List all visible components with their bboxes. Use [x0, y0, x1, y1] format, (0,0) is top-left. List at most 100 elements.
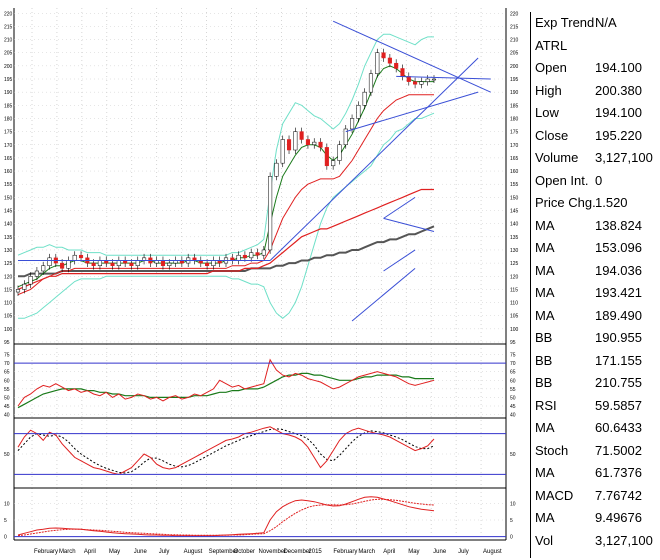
- data-row-label: MA: [535, 217, 555, 233]
- x-tick-label: May: [408, 549, 419, 555]
- y-tick-label-left: 95: [4, 340, 10, 346]
- chart-canvas: February March April May June July August Septe…: [4, 8, 519, 555]
- price-candle: [41, 265, 46, 272]
- price-candle: [135, 260, 140, 266]
- data-row: Open Int. 0: [535, 170, 659, 193]
- price-candle: [34, 270, 39, 277]
- x-tick-label: July: [458, 549, 469, 555]
- price-candle: [211, 260, 216, 266]
- data-row-label: MA: [535, 510, 555, 525]
- y-tick-label-left: 105: [4, 314, 13, 320]
- y-tick-label-left: 75: [4, 353, 10, 359]
- price-candle: [129, 262, 134, 266]
- price-candle: [205, 262, 210, 266]
- data-row-value: 9.49676: [595, 510, 642, 525]
- data-row: High 200.380: [535, 80, 659, 103]
- y-tick-label-right: 215: [510, 24, 519, 30]
- macd-line: [17, 496, 435, 537]
- data-row: Close 195.220: [535, 125, 659, 148]
- data-row-label: ATRL: [535, 37, 568, 53]
- x-tick-label: 2015: [308, 549, 322, 555]
- data-row: MA 9.49676: [535, 507, 659, 530]
- price-candle: [236, 254, 241, 261]
- data-row-value: 190.955: [595, 330, 642, 345]
- y-tick-label-left: 210: [4, 38, 13, 44]
- y-tick-label-right: 125: [510, 261, 519, 267]
- price-candle: [97, 260, 102, 266]
- price-candle: [167, 262, 172, 266]
- price-candle: [400, 68, 405, 77]
- data-row-value: 194.036: [595, 262, 642, 278]
- x-tick-label: September: [209, 549, 238, 555]
- y-tick-label-right: 130: [510, 248, 519, 254]
- y-tick-label-right: 200: [510, 64, 519, 70]
- y-tick-label-left: 220: [4, 11, 13, 17]
- price-candle: [280, 139, 285, 164]
- y-tick-label-right: 170: [510, 143, 519, 149]
- ma-long-red-line: [17, 188, 434, 290]
- data-row-label: Price Chg.: [535, 195, 596, 210]
- y-tick-label-right: 210: [510, 38, 519, 44]
- data-row: Stoch 71.5002: [535, 440, 659, 463]
- data-row-label: MA: [535, 307, 555, 323]
- y-tick-label-right: 100: [510, 327, 519, 333]
- y-tick-label-left: 195: [4, 77, 13, 83]
- price-candle: [324, 147, 329, 167]
- price-candle: [116, 260, 121, 266]
- x-tick-label: March: [59, 549, 76, 555]
- ma-short-line: [17, 65, 434, 288]
- y-tick-label-right: 115: [510, 287, 518, 293]
- data-row-label: BB: [535, 352, 553, 368]
- data-row-label: Open: [535, 60, 567, 75]
- data-row: RSI 59.5857: [535, 395, 659, 418]
- y-tick-label-left: 70: [4, 361, 10, 367]
- x-tick-label: December: [283, 549, 311, 555]
- y-tick-label-right: 50: [510, 452, 516, 458]
- price-candle: [387, 57, 392, 64]
- y-tick-label-right: 135: [510, 235, 519, 241]
- data-row-label: BB: [535, 375, 553, 390]
- data-row: MA 138.824: [535, 215, 659, 238]
- y-tick-label-left: 130: [4, 248, 13, 254]
- y-tick-label-left: 100: [4, 327, 13, 333]
- y-tick-label-right: 190: [510, 90, 519, 96]
- data-row-label: Open Int.: [535, 172, 589, 188]
- x-tick-label: June: [433, 549, 447, 555]
- y-tick-label-right: 165: [510, 156, 519, 162]
- price-candle: [368, 73, 374, 93]
- price-candle: [318, 141, 323, 148]
- price-candle: [72, 254, 77, 261]
- y-tick-label-right: 70: [510, 361, 516, 367]
- data-row: Price Chg. 1.520: [535, 192, 659, 215]
- price-candle: [362, 91, 367, 106]
- data-row-label: MA: [535, 262, 555, 278]
- price-candle: [274, 162, 279, 177]
- data-row-value: N/A: [595, 15, 617, 30]
- price-candle: [419, 81, 424, 85]
- data-row-label: MACD: [535, 487, 574, 503]
- data-row-value: 153.096: [595, 240, 642, 255]
- price-candle: [47, 257, 52, 266]
- price-candle: [66, 260, 71, 269]
- x-tick-label: February: [333, 549, 357, 555]
- price-candle: [305, 139, 310, 146]
- price-candle: [337, 144, 342, 161]
- y-tick-label-left: 180: [4, 116, 13, 122]
- data-row-value: 138.824: [595, 217, 642, 233]
- price-candle: [110, 262, 115, 266]
- triangle-upper-line: [332, 20, 491, 93]
- x-tick-label: July: [159, 549, 170, 555]
- data-row-value: 1.520: [595, 195, 628, 210]
- price-candle: [356, 105, 361, 119]
- x-tick-label: February: [34, 549, 58, 555]
- data-row-value: 210.755: [595, 375, 642, 390]
- data-row-value: 194.100: [595, 105, 642, 120]
- stock-chart: February March April May June July August Septe…: [4, 8, 519, 555]
- data-row: BB 171.155: [535, 350, 659, 373]
- data-row-value: 171.155: [595, 352, 642, 368]
- data-row-label: MA: [535, 240, 555, 255]
- data-row-label: MA: [535, 285, 555, 300]
- y-tick-label-left: 110: [4, 301, 12, 307]
- y-tick-label-right: 160: [510, 169, 519, 175]
- data-row-label: BB: [535, 330, 553, 345]
